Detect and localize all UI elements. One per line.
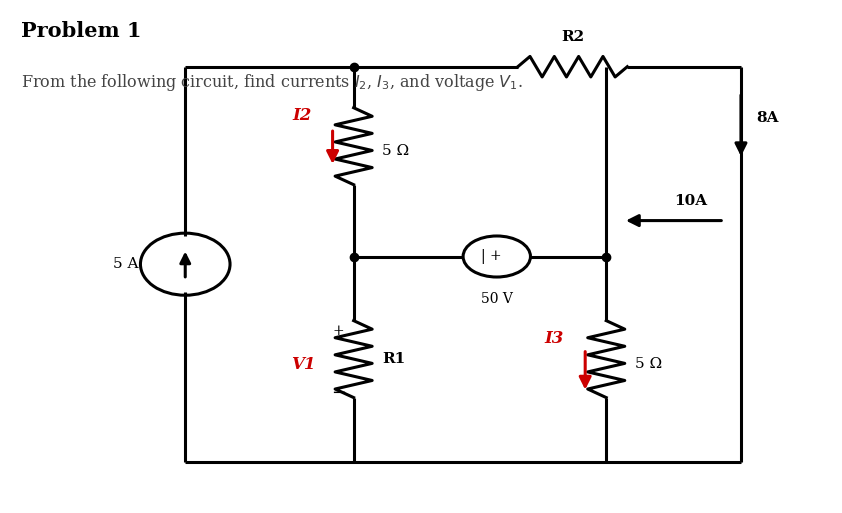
Text: 5 Ω: 5 Ω <box>382 144 409 159</box>
Text: R1: R1 <box>382 352 406 366</box>
Text: I3: I3 <box>545 330 564 347</box>
Text: R2: R2 <box>561 30 584 44</box>
Text: From the following circuit, find currents $I_2$, $I_3$, and voltage $V_1$.: From the following circuit, find current… <box>21 72 523 93</box>
Text: | +: | + <box>482 249 502 264</box>
Text: −: − <box>331 383 346 402</box>
Text: I2: I2 <box>292 107 312 124</box>
Text: 5 Ω: 5 Ω <box>635 357 662 371</box>
Text: 10A: 10A <box>674 194 707 208</box>
Text: +: + <box>333 324 344 338</box>
Text: 50 V: 50 V <box>481 292 513 306</box>
Text: Problem 1: Problem 1 <box>21 21 141 41</box>
Text: 5 A: 5 A <box>114 257 139 271</box>
Text: 8A: 8A <box>756 111 779 125</box>
Text: V1: V1 <box>291 356 316 373</box>
